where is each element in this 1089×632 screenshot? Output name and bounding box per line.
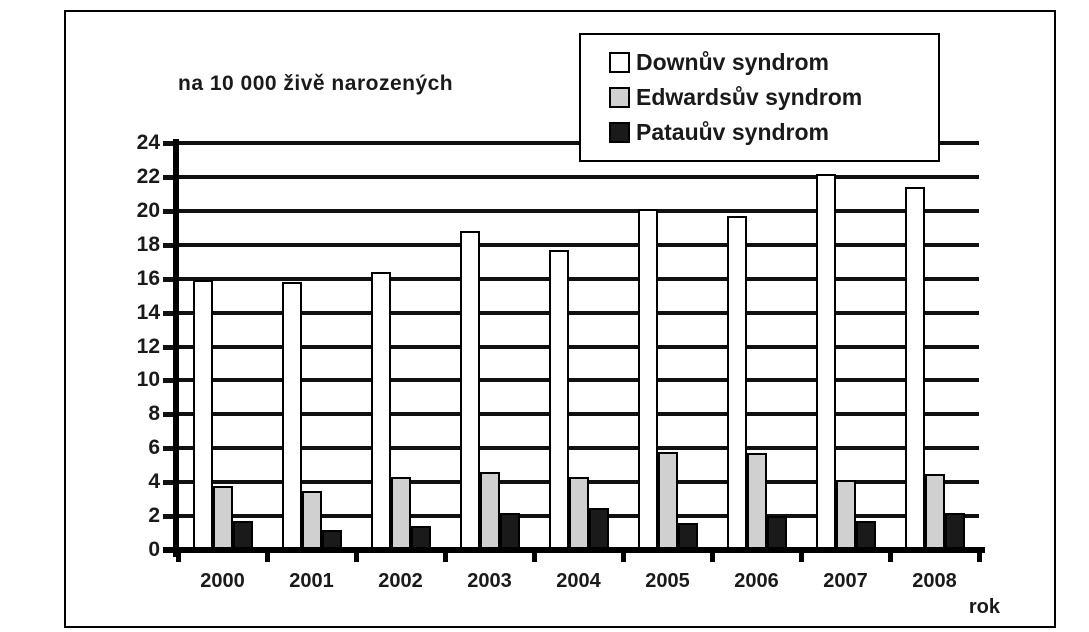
- figure-frame: na 10 000 živě narozených 0 2 4 6 8 10 12 14 16 1…: [64, 10, 1056, 628]
- bar-edwards-2003: [479, 472, 500, 550]
- gridline: [178, 141, 979, 145]
- x-axis-label-2004: 2004: [556, 570, 601, 592]
- gridline: [178, 174, 979, 179]
- y-axis-label: 4: [148, 470, 160, 494]
- x-axis-tick: [532, 553, 537, 562]
- legend: Downův syndrom Edwardsův syndrom Patauův…: [579, 33, 940, 162]
- x-axis-tick: [977, 553, 982, 562]
- y-axis-tick: [163, 412, 178, 418]
- legend-item-edwards: Edwardsův syndrom: [609, 84, 932, 111]
- y-axis-label: 14: [136, 300, 160, 324]
- y-axis-label: 18: [136, 232, 160, 256]
- plot-area: 0 2 4 6 8 10 12 14 16 18 20 22 24 2000 2001 2002 2003 200…: [137, 131, 985, 592]
- bar-patau-2003: [499, 512, 520, 550]
- bar-patau-2006: [766, 516, 787, 550]
- x-axis-line: [163, 547, 985, 553]
- y-axis-tick: [163, 310, 178, 316]
- bar-down-2008: [904, 187, 925, 550]
- y-axis-label: 2: [148, 504, 160, 528]
- y-axis-label: 24: [136, 131, 160, 154]
- y-axis-label: 16: [136, 266, 160, 290]
- bar-edwards-2006: [746, 453, 767, 550]
- x-axis-label-2006: 2006: [734, 570, 779, 592]
- legend-swatch-down-icon: [609, 52, 630, 73]
- y-axis-label: 6: [148, 436, 160, 460]
- bar-down-2002: [370, 271, 391, 550]
- x-axis-tick: [176, 553, 181, 562]
- gridline: [178, 310, 979, 315]
- x-axis-tick: [354, 553, 359, 562]
- bar-down-2007: [815, 173, 836, 550]
- x-axis-label-2002: 2002: [378, 570, 423, 592]
- y-axis-label: 20: [136, 198, 160, 222]
- bar-edwards-2002: [390, 477, 411, 550]
- y-axis-tick: [163, 141, 178, 146]
- y-axis-label: 8: [148, 402, 160, 426]
- x-axis-tick: [443, 553, 448, 562]
- y-axis-tick: [163, 378, 178, 384]
- x-axis-tick: [888, 553, 893, 562]
- x-axis-tick: [710, 553, 715, 562]
- x-axis-label-2000: 2000: [200, 570, 245, 592]
- y-axis-tick: [163, 480, 178, 486]
- x-axis-title: rok: [968, 596, 1000, 618]
- bar-edwards-2008: [924, 473, 945, 550]
- y-axis-tick: [163, 344, 178, 350]
- y-axis-label: 12: [136, 334, 160, 358]
- y-axis-tick: [163, 446, 178, 452]
- y-axis-label: 0: [148, 538, 160, 561]
- legend-swatch-edwards-icon: [609, 87, 630, 108]
- bar-down-2001: [281, 282, 302, 550]
- chart-title: na 10 000 živě narozených: [178, 72, 454, 95]
- bar-down-2006: [726, 215, 747, 550]
- bar-edwards-2001: [301, 490, 322, 550]
- bar-patau-2007: [855, 521, 876, 550]
- x-axis-tick: [265, 553, 270, 562]
- x-axis-label-2005: 2005: [645, 570, 690, 592]
- legend-swatch-patau-icon: [609, 122, 630, 143]
- x-axis-label-2007: 2007: [823, 570, 868, 592]
- gridline: [178, 276, 979, 281]
- legend-label: Patauův syndrom: [636, 119, 829, 145]
- x-axis-tick: [621, 553, 626, 562]
- y-axis-tick: [163, 174, 178, 180]
- bar-down-2004: [548, 249, 569, 550]
- y-axis-line: [173, 139, 179, 557]
- bar-patau-2008: [944, 512, 965, 550]
- bar-edwards-2007: [835, 480, 856, 550]
- bar-down-2005: [637, 209, 658, 550]
- x-axis-label-2003: 2003: [467, 570, 512, 592]
- bar-patau-2005: [677, 522, 698, 550]
- gridline: [178, 344, 979, 349]
- y-axis-label: 10: [136, 368, 160, 392]
- y-axis-tick: [163, 514, 178, 520]
- gridline: [178, 446, 979, 451]
- x-axis-tick: [799, 553, 804, 562]
- bar-edwards-2000: [212, 485, 233, 550]
- gridline: [178, 378, 979, 383]
- y-axis-label: 22: [136, 164, 160, 188]
- y-axis-tick: [163, 242, 178, 248]
- bar-edwards-2004: [568, 477, 589, 550]
- gridline: [178, 208, 979, 213]
- y-axis-tick: [163, 276, 178, 282]
- bar-edwards-2005: [657, 451, 678, 550]
- y-axis-tick: [163, 208, 178, 214]
- legend-label: Edwardsův syndrom: [636, 84, 863, 110]
- bar-patau-2000: [232, 521, 253, 550]
- bar-down-2000: [192, 280, 213, 550]
- legend-item-down: Downův syndrom: [609, 49, 932, 76]
- bar-patau-2004: [588, 507, 609, 550]
- legend-item-patau: Patauův syndrom: [609, 119, 932, 146]
- gridline: [178, 412, 979, 417]
- gridline: [178, 242, 979, 247]
- x-axis-label-2008: 2008: [912, 570, 957, 592]
- legend-label: Downův syndrom: [636, 49, 829, 75]
- bar-down-2003: [459, 231, 480, 550]
- x-axis-label-2001: 2001: [289, 570, 334, 592]
